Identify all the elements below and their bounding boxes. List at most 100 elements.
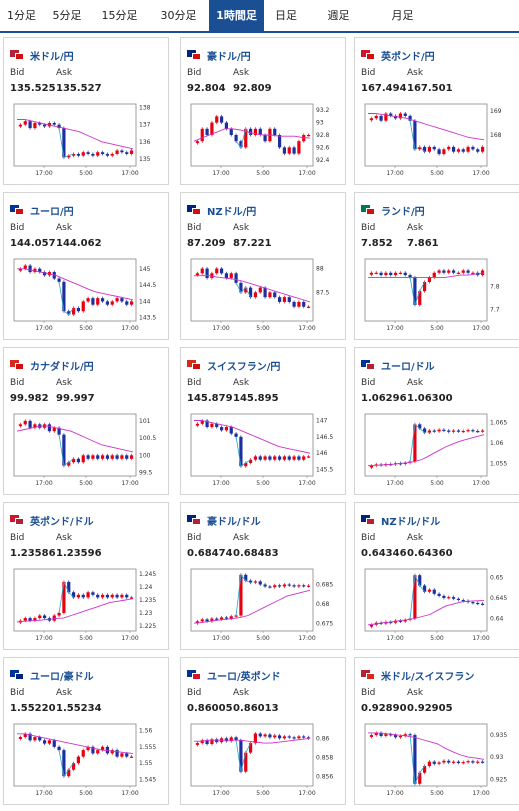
tab-7[interactable]: 週足 xyxy=(327,9,350,22)
x-tick-label: 17:00 xyxy=(298,170,315,177)
tab-1[interactable]: 1分足 xyxy=(7,9,36,22)
candle xyxy=(447,146,451,150)
pair-name[interactable]: ランド/円 xyxy=(381,206,425,218)
rate-card[interactable]: NZドル/円 Bid Ask 87.209 87.221 17:00 5:00 17:00 88… xyxy=(180,192,346,340)
price-line xyxy=(58,281,74,316)
pair-name[interactable]: NZドル/ドル xyxy=(381,516,441,528)
rate-card[interactable]: 豪ドル/円 Bid Ask 92.804 92.809 17:00 5:00 17:00 93.… xyxy=(180,37,346,185)
pair-name[interactable]: ユーロ/ドル xyxy=(381,361,435,373)
price-chart[interactable]: 17:00 5:00 17:00 7.8 7.7 xyxy=(363,257,513,333)
price-chart[interactable]: 17:00 5:00 17:00 147 146.5 146 145.5 xyxy=(189,412,339,488)
ask-label: Ask xyxy=(407,533,424,543)
candle xyxy=(52,122,56,125)
pair-name[interactable]: 英ポンド/ドル xyxy=(30,516,94,528)
candle xyxy=(200,268,204,274)
candle xyxy=(384,113,388,121)
y-tick-label: 138 xyxy=(139,104,151,111)
candle xyxy=(57,746,61,751)
currency-flag-icon xyxy=(10,670,24,680)
pair-name[interactable]: カナダドル/円 xyxy=(30,361,94,373)
rate-card[interactable]: NZドル/ドル Bid Ask 0.64346 0.64360 17:00 5:00 17:0… xyxy=(354,502,519,650)
price-chart[interactable]: 17:00 5:00 17:00 93.2 93 92.8 92.6 92.4 xyxy=(189,102,339,178)
bid-value: 1.55220 xyxy=(10,703,56,714)
x-tick-label: 5:00 xyxy=(430,480,444,487)
candle xyxy=(258,733,262,737)
pair-name[interactable]: スイスフラン/円 xyxy=(207,361,281,373)
ask-label: Ask xyxy=(233,688,250,698)
tab-2[interactable]: 5分足 xyxy=(52,9,82,22)
pair-name[interactable]: 豪ドル/円 xyxy=(207,51,251,63)
candle xyxy=(81,152,85,156)
candle xyxy=(248,287,253,298)
candle xyxy=(67,311,71,315)
y-tick-label: 0.64 xyxy=(490,616,504,623)
candle xyxy=(302,456,306,460)
pair-name[interactable]: ユーロ/英ポンド xyxy=(207,671,281,683)
candle xyxy=(47,740,52,744)
candle xyxy=(408,115,412,121)
pair-name[interactable]: 米ドル/スイスフラン xyxy=(381,671,475,683)
candle xyxy=(115,750,119,757)
candle xyxy=(219,617,224,620)
candle xyxy=(476,761,480,763)
price-chart[interactable]: 17:00 5:00 17:00 1.065 1.06 1.055 xyxy=(363,412,513,488)
candle xyxy=(287,736,291,738)
rate-card[interactable]: ユーロ/豪ドル Bid Ask 1.55220 1.55234 17:00 5:00 17:0… xyxy=(3,657,169,805)
rate-card[interactable]: ユーロ/ドル Bid Ask 1.06296 1.06300 17:00 5:00 17:00… xyxy=(354,347,519,495)
candle xyxy=(229,128,233,135)
tab-4[interactable]: 30分足 xyxy=(160,9,197,22)
candle xyxy=(273,585,277,588)
rate-card[interactable]: カナダドル/円 Bid Ask 99.982 99.997 17:00 5:00 17:00 1… xyxy=(3,347,169,495)
candle xyxy=(456,272,461,274)
x-tick-label: 17:00 xyxy=(121,790,138,797)
pair-name[interactable]: ユーロ/円 xyxy=(30,206,74,218)
x-tick-label: 17:00 xyxy=(386,635,403,642)
candle xyxy=(105,153,110,156)
candle xyxy=(408,275,412,278)
candle xyxy=(229,273,233,279)
rate-card[interactable]: 英ポンド/ドル Bid Ask 1.23586 1.23596 17:00 5:00 17:0… xyxy=(3,502,169,650)
y-tick-label: 88 xyxy=(316,266,324,273)
moving-average-line xyxy=(16,425,134,453)
bid-value: 0.64346 xyxy=(361,548,407,559)
price-chart[interactable]: 17:00 5:00 17:00 101 100.5 100 99.5 xyxy=(12,412,162,488)
rate-card[interactable]: スイスフラン/円 Bid Ask 145.879 145.895 17:00 5:00 17:… xyxy=(180,347,346,495)
candle xyxy=(71,153,76,156)
candle xyxy=(442,429,446,431)
price-chart[interactable]: 17:00 5:00 17:00 138 137 136 135 xyxy=(12,102,162,178)
price-chart[interactable]: 17:00 5:00 17:00 88 87.5 xyxy=(189,257,339,333)
rate-card[interactable]: ユーロ/円 Bid Ask 144.057 144.062 17:00 5:00 17:00 1… xyxy=(3,192,169,340)
candle xyxy=(200,420,204,424)
x-tick-label: 17:00 xyxy=(121,635,138,642)
x-tick-label: 5:00 xyxy=(79,325,93,332)
rate-card[interactable]: ユーロ/英ポンド Bid Ask 0.86005 0.86013 17:00 5:00 17:… xyxy=(180,657,346,805)
rate-card[interactable]: 米ドル/スイスフラン Bid Ask 0.92890 0.92905 17:00 5:00 1… xyxy=(354,657,519,805)
candle xyxy=(451,146,456,152)
price-chart[interactable]: 17:00 5:00 17:00 169 168 xyxy=(363,102,513,178)
rate-card[interactable]: 豪ドル/ドル Bid Ask 0.68474 0.68483 17:00 5:00 17:00… xyxy=(180,502,346,650)
pair-name[interactable]: 英ポンド/円 xyxy=(381,51,435,63)
price-chart[interactable]: 17:00 5:00 17:00 0.685 0.68 0.675 xyxy=(189,567,339,643)
rate-card[interactable]: 英ポンド/円 Bid Ask 167.494 167.501 17:00 5:00 17:00… xyxy=(354,37,519,185)
rate-card[interactable]: 米ドル/円 Bid Ask 135.525 135.527 17:00 5:00 17:00 1… xyxy=(3,37,169,185)
price-chart[interactable]: 17:00 5:00 17:00 1.245 1.24 1.235 1.23 1.225 xyxy=(12,567,162,643)
tab-8[interactable]: 月足 xyxy=(391,9,414,22)
x-tick-label: 17:00 xyxy=(298,480,315,487)
plot-area xyxy=(190,723,314,787)
price-chart[interactable]: 17:00 5:00 17:00 1.56 1.555 1.55 1.545 xyxy=(12,722,162,798)
tab-5[interactable]: 1時間足 xyxy=(209,0,264,31)
candle xyxy=(277,585,282,587)
tab-3[interactable]: 15分足 xyxy=(101,9,138,22)
rate-card[interactable]: ランド/円 Bid Ask 7.852 7.861 17:00 5:00 17:00 7.8 7.… xyxy=(354,192,519,340)
pair-name[interactable]: NZドル/円 xyxy=(207,206,257,218)
price-chart[interactable]: 17:00 5:00 17:00 0.935 0.93 0.925 xyxy=(363,722,513,798)
pair-name[interactable]: ユーロ/豪ドル xyxy=(30,671,94,683)
price-chart[interactable]: 17:00 5:00 17:00 0.86 0.858 0.856 xyxy=(189,722,339,798)
tab-6[interactable]: 日足 xyxy=(275,9,297,22)
price-chart[interactable]: 17:00 5:00 17:00 0.65 0.645 0.64 xyxy=(363,567,513,643)
pair-name[interactable]: 豪ドル/ドル xyxy=(207,516,261,528)
candle xyxy=(67,155,71,158)
pair-name[interactable]: 米ドル/円 xyxy=(30,51,74,63)
price-chart[interactable]: 17:00 5:00 17:00 145 144.5 144 143.5 xyxy=(12,257,162,333)
bid-label: Bid xyxy=(361,378,376,388)
